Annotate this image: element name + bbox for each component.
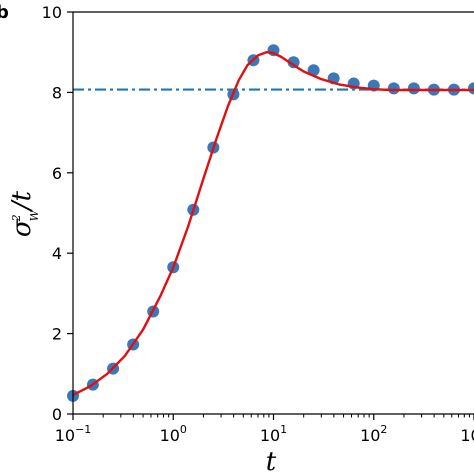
y-label-sigma: σ (7, 218, 37, 237)
y-tick-label: 6 (52, 164, 62, 183)
y-tick-label: 8 (52, 83, 62, 102)
x-tick-label: 10−1 (55, 423, 92, 445)
y-label-rest: /t (7, 190, 37, 213)
y-tick-label: 0 (52, 405, 62, 424)
x-tick-label: 101 (260, 423, 287, 445)
data-point (387, 82, 400, 95)
data-point (287, 56, 300, 69)
x-tick-label: 103 (460, 423, 474, 445)
y-tick-label: 10 (42, 3, 62, 22)
y-label-sub: W (28, 208, 41, 221)
data-point (407, 82, 420, 95)
y-tick-label: 2 (52, 325, 62, 344)
data-point (468, 82, 474, 95)
y-axis-label: σ2 W/t (7, 190, 41, 237)
x-axis-label: t (266, 447, 277, 474)
x-tick-label: 100 (160, 423, 187, 445)
y-tick-label: 4 (52, 244, 62, 263)
x-tick-label: 102 (360, 423, 387, 445)
y-label-sup: 2 (10, 214, 23, 222)
panel-label: b (0, 2, 9, 23)
fit-curve (72, 51, 474, 397)
